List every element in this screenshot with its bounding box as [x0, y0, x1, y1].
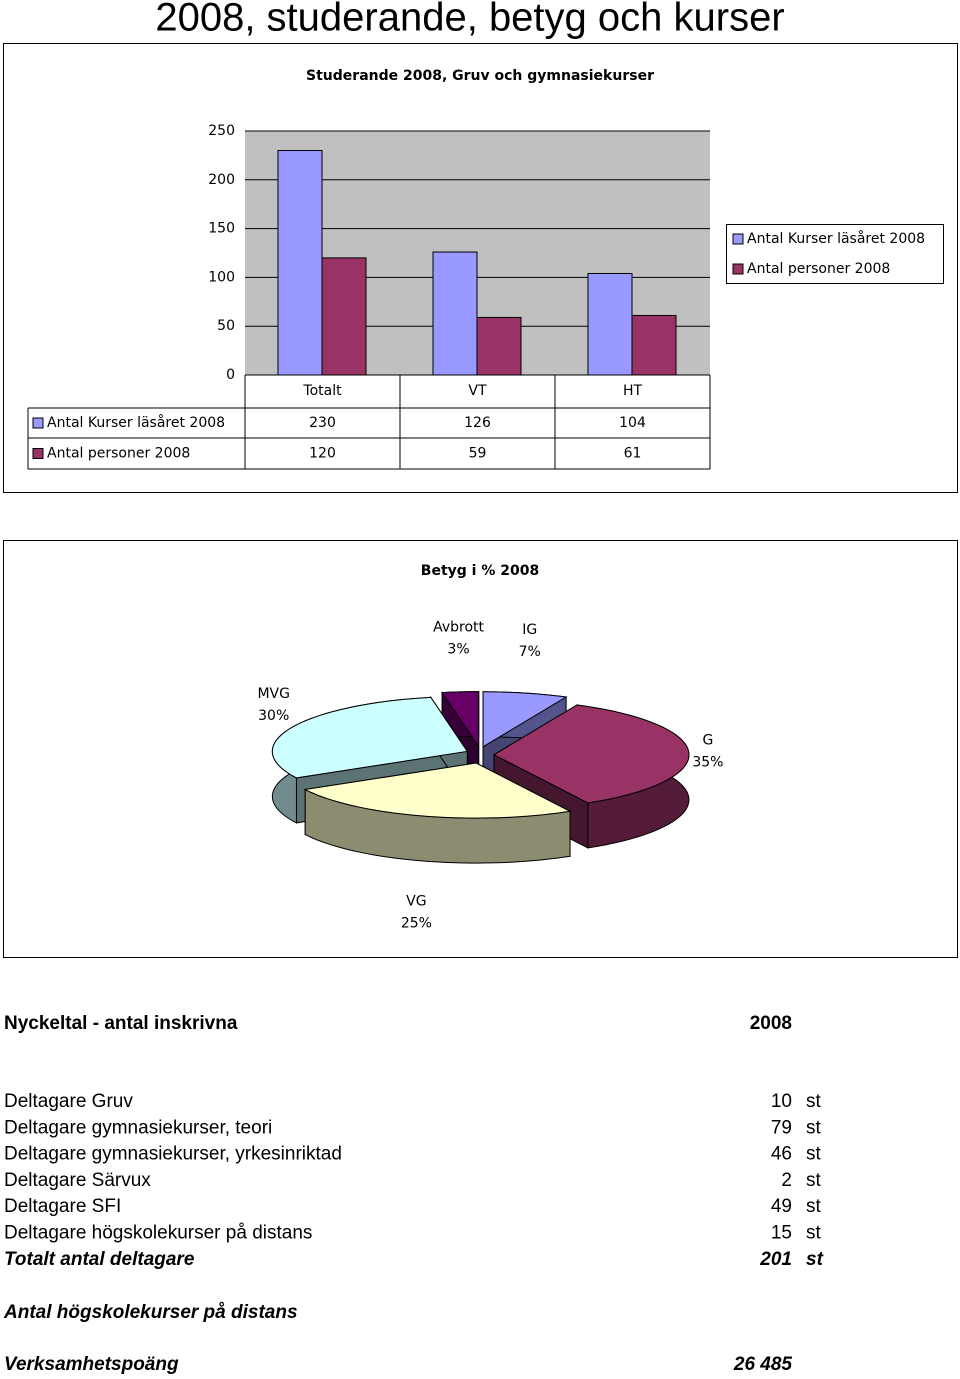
slice-label: MVG — [257, 686, 290, 702]
row-label: Deltagare gymnasiekurser, teori — [4, 1117, 272, 1138]
row-label: Deltagare SFI — [4, 1196, 121, 1217]
x-tick-label: VT — [468, 383, 487, 399]
table-legend-key — [32, 417, 44, 429]
table-row-label: Antal Kurser läsåret 2008 — [47, 414, 225, 431]
table-header: 2008 — [750, 1013, 792, 1034]
y-tick-label: 200 — [208, 172, 235, 188]
slice — [303, 762, 572, 819]
row-value: 201 — [759, 1249, 792, 1270]
row-value: 46 — [771, 1144, 792, 1165]
table-value: 230 — [309, 415, 336, 431]
row-value: 79 — [771, 1117, 792, 1138]
row-unit: st — [806, 1091, 822, 1112]
pie-chart-frame — [3, 540, 958, 958]
slice — [271, 696, 469, 779]
slice-value-label: 25% — [401, 915, 432, 931]
slice-label: G — [702, 732, 713, 748]
x-tick-label: Totalt — [302, 383, 342, 399]
row-label: Deltagare gymnasiekurser, yrkesinriktad — [4, 1144, 342, 1165]
table-header: Nyckeltal - antal inskrivna — [4, 1013, 238, 1034]
legend-label: Antal personer 2008 — [747, 261, 890, 277]
row-unit: st — [806, 1170, 822, 1191]
row-value: 49 — [771, 1196, 792, 1217]
y-tick-label: 50 — [217, 318, 235, 334]
table-row-label: Antal personer 2008 — [47, 446, 190, 462]
row-unit: st — [806, 1144, 822, 1165]
slice-label: VG — [406, 893, 426, 909]
row-unit: st — [806, 1117, 822, 1138]
chart-title: Betyg i % 2008 — [421, 563, 539, 579]
row-label: Deltagare Gruv — [4, 1091, 133, 1112]
slice-label: IG — [522, 622, 537, 638]
y-tick-label: 150 — [208, 221, 235, 237]
legend — [726, 224, 944, 284]
slice-value-label: 3% — [447, 642, 469, 658]
table-value: 104 — [619, 415, 646, 431]
page-title: 2008, studerande, betyg och kurser — [155, 0, 784, 40]
slice-value-label: 7% — [519, 644, 541, 660]
legend-key — [732, 263, 744, 275]
note-value: 26 485 — [733, 1354, 793, 1375]
slice-label: Avbrott — [433, 620, 484, 636]
slice-value-label: 35% — [692, 754, 723, 770]
slice — [441, 691, 480, 749]
row-unit: st — [806, 1196, 822, 1217]
bar — [631, 314, 677, 376]
bar — [321, 257, 367, 376]
row-label: Deltagare högskolekurser på distans — [4, 1223, 312, 1244]
bar — [476, 316, 522, 376]
bar — [587, 272, 633, 376]
row-label: Deltagare Särvux — [4, 1170, 151, 1191]
y-tick-label: 0 — [226, 367, 235, 383]
bar — [432, 251, 478, 376]
y-tick-label: 100 — [208, 269, 235, 285]
row-unit: st — [806, 1223, 822, 1244]
row-unit: st — [806, 1249, 824, 1270]
row-value: 2 — [781, 1170, 792, 1191]
table-value: 126 — [464, 415, 491, 431]
note-label: Verksamhetspoäng — [4, 1354, 179, 1375]
slice — [492, 704, 690, 804]
table-legend-key — [32, 448, 44, 459]
slice-value-label: 30% — [258, 708, 289, 724]
row-label: Totalt antal deltagare — [4, 1249, 195, 1270]
row-value: 10 — [771, 1091, 792, 1112]
row-value: 15 — [771, 1223, 792, 1244]
table-value: 120 — [309, 446, 336, 462]
chart-title: Studerande 2008, Gruv och gymnasiekurser — [306, 68, 654, 84]
bar — [277, 150, 323, 376]
table-value: 61 — [624, 446, 642, 462]
x-tick-label: HT — [623, 383, 643, 399]
legend-label: Antal Kurser läsåret 2008 — [747, 230, 925, 247]
legend-key — [732, 233, 744, 245]
y-tick-label: 250 — [208, 123, 235, 139]
slice — [482, 691, 568, 748]
table-value: 59 — [469, 446, 487, 462]
note-label: Antal högskolekurser på distans — [3, 1302, 298, 1323]
